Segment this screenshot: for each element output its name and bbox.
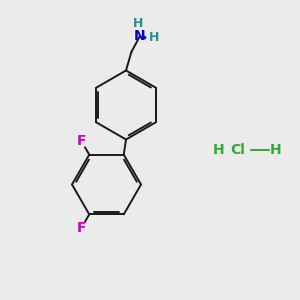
Text: H: H (149, 31, 159, 44)
Text: F: F (77, 221, 86, 235)
Text: H: H (133, 17, 143, 30)
Text: Cl: Cl (230, 143, 245, 157)
Text: F: F (77, 134, 86, 148)
Text: N: N (134, 29, 146, 43)
Text: H: H (270, 143, 282, 157)
Text: H: H (213, 143, 225, 157)
